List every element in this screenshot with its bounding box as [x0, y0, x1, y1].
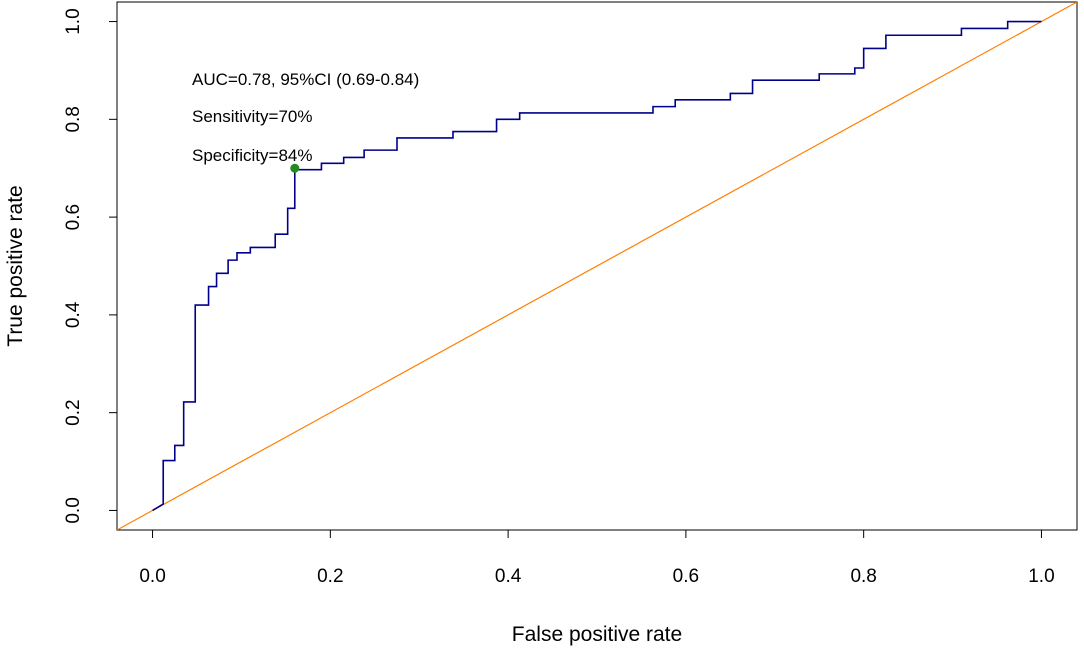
- sensitivity-annotation: Sensitivity=70%: [192, 107, 312, 126]
- x-tick-label: 0.4: [495, 566, 522, 587]
- y-tick-label: 1.0: [63, 8, 84, 34]
- x-axis-title: False positive rate: [512, 623, 682, 646]
- x-tick-label: 0.2: [317, 566, 343, 587]
- x-axis: 0.0 0.2 0.4 0.6 0.8 1.0: [139, 529, 1055, 587]
- roc-curve-line: [152, 20, 1042, 512]
- y-tick-label: 0.2: [63, 399, 84, 425]
- y-tick-label: 0.6: [63, 204, 84, 230]
- x-tick-label: 0.8: [850, 566, 876, 587]
- y-axis-title: True positive rate: [4, 185, 27, 346]
- y-axis: 0.0 0.2 0.4 0.6 0.8 1.0: [63, 8, 118, 524]
- x-tick-label: 0.6: [673, 566, 699, 587]
- reference-diagonal-line: [117, 2, 1077, 530]
- x-tick-label: 1.0: [1028, 566, 1054, 587]
- auc-annotation: AUC=0.78, 95%CI (0.69-0.84): [192, 70, 419, 89]
- y-tick-label: 0.0: [63, 497, 84, 523]
- series-layer: [117, 2, 1077, 530]
- specificity-annotation: Specificity=84%: [192, 146, 312, 165]
- y-tick-label: 0.8: [63, 106, 84, 132]
- optimal-cutoff-point: [290, 163, 300, 173]
- y-tick-label: 0.4: [63, 301, 84, 328]
- x-tick-label: 0.0: [139, 566, 165, 587]
